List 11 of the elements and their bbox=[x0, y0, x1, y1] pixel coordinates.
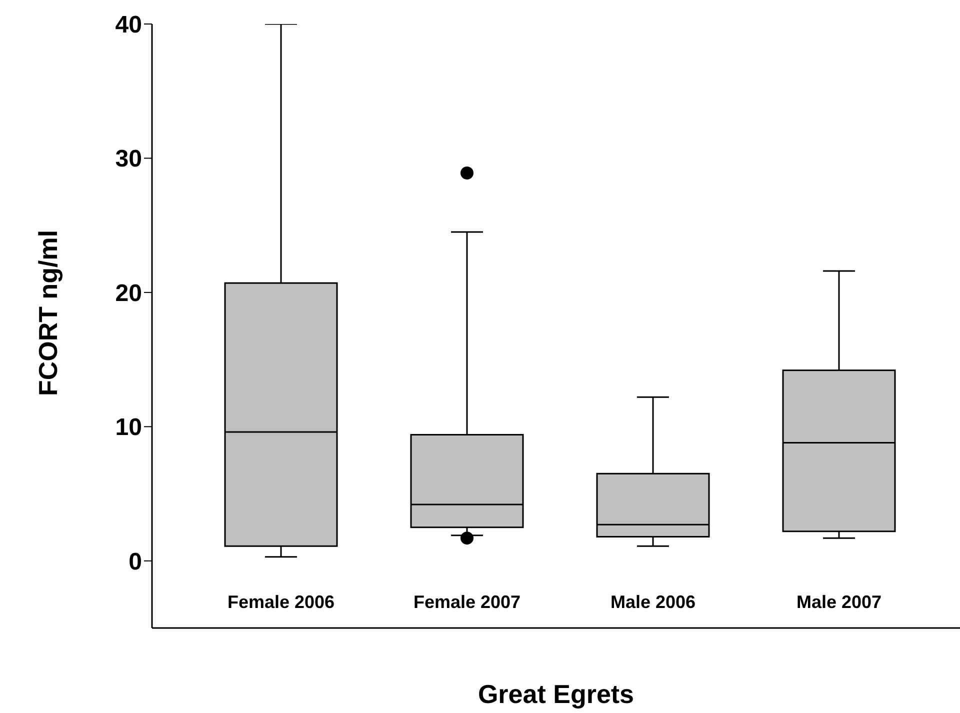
x-tick-label: Male 2007 bbox=[796, 592, 882, 612]
y-axis-title: FCORT ng/ml bbox=[33, 230, 64, 396]
y-tick-label: 40 bbox=[115, 12, 142, 39]
y-tick-label: 20 bbox=[115, 280, 142, 307]
y-tick-label: 10 bbox=[115, 414, 142, 442]
y-tick-label: 0 bbox=[128, 548, 142, 576]
x-tick-label: Female 2006 bbox=[227, 592, 335, 612]
x-tick-label: Female 2007 bbox=[413, 592, 521, 612]
y-tick-label: 30 bbox=[115, 146, 142, 173]
x-axis-title: Great Egrets bbox=[478, 679, 634, 709]
x-tick-label: Male 2006 bbox=[610, 592, 696, 612]
